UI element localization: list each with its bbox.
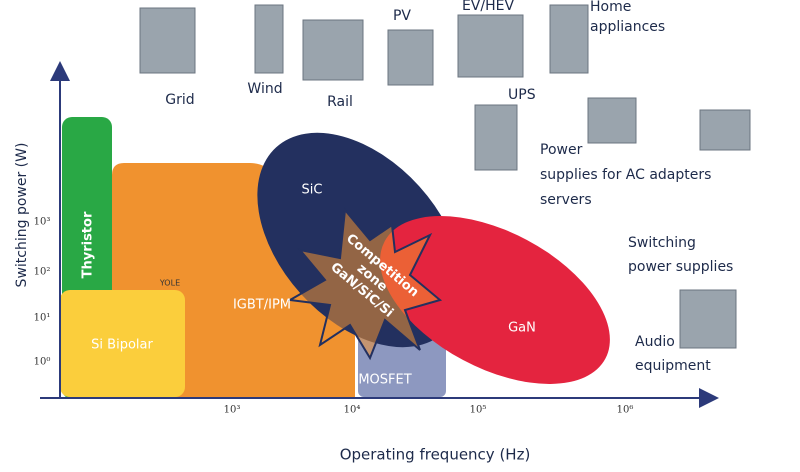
- app-label: power supplies: [628, 259, 733, 275]
- wind-icon: [254, 4, 284, 74]
- x-label: Operating frequency (Hz): [340, 446, 531, 464]
- app-label: UPS: [508, 87, 536, 103]
- y-label: Switching power (W): [14, 143, 30, 288]
- igbt-label: IGBT/IPM: [233, 298, 291, 313]
- ups-icon: [474, 104, 518, 171]
- psu-icon: [587, 97, 637, 144]
- app-label: PV: [393, 8, 411, 24]
- app-label: Grid: [165, 92, 194, 108]
- audio-icon: [679, 289, 737, 349]
- x-tick: 10³: [224, 405, 241, 416]
- si-bipolar-label: Si Bipolar: [91, 338, 153, 353]
- app-label: Audio: [635, 334, 675, 350]
- app-label: Wind: [247, 81, 282, 97]
- ev-icon: [457, 14, 524, 78]
- app-label: equipment: [635, 358, 711, 374]
- x-tick: 10⁶: [617, 405, 634, 416]
- thyristor-label: Thyristor: [81, 211, 96, 278]
- app-label: appliances: [590, 19, 665, 35]
- pv-icon: [387, 29, 434, 86]
- mosfet-label: MOSFET: [358, 373, 411, 388]
- x-tick: 10⁴: [344, 405, 361, 416]
- mosfet-region: [358, 330, 446, 397]
- sic-label: SiC: [302, 183, 323, 198]
- grid-icon: [139, 7, 196, 74]
- y-tick: 10¹: [34, 313, 51, 324]
- app-label: Power: [540, 142, 583, 158]
- app-label: EV/HEV: [462, 0, 515, 14]
- y-tick: 10⁰: [34, 357, 51, 368]
- home-icon: [549, 4, 589, 74]
- app-label: Switching: [628, 235, 696, 251]
- y-tick: 10²: [34, 267, 51, 278]
- si-bipolar-region: [60, 290, 185, 397]
- app-label: Home: [590, 0, 631, 15]
- x-tick: 10⁵: [470, 405, 487, 416]
- app-label: servers: [540, 192, 592, 208]
- icons: [139, 4, 751, 349]
- y-tick: 10³: [34, 217, 51, 228]
- logo: YOLE: [159, 279, 180, 288]
- gan-label: GaN: [508, 321, 536, 336]
- competition-zone: [286, 207, 443, 361]
- rail-icon: [302, 19, 364, 81]
- gan-region: [380, 216, 610, 384]
- app-label: Rail: [327, 94, 353, 110]
- app-label: supplies for AC adapters: [540, 167, 711, 183]
- adapter-icon: [699, 109, 751, 151]
